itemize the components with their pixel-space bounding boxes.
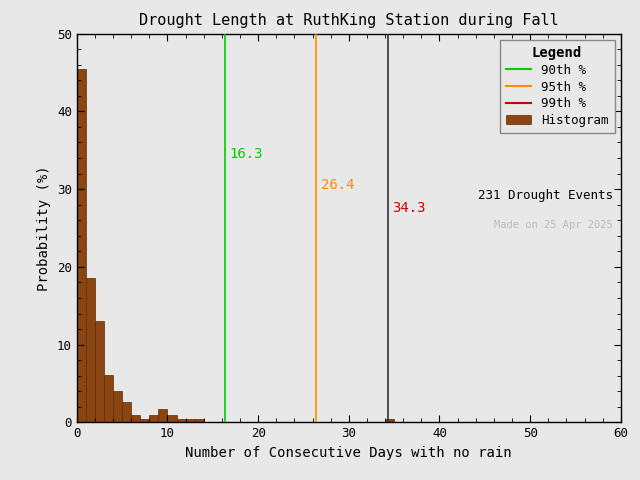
Bar: [177, 420, 186, 422]
Bar: [122, 402, 131, 422]
Legend: 90th %, 95th %, 99th %, Histogram: 90th %, 95th %, 99th %, Histogram: [500, 40, 614, 133]
Bar: [186, 420, 195, 422]
Bar: [385, 420, 394, 422]
Bar: [86, 278, 95, 422]
Bar: [113, 391, 122, 422]
Bar: [195, 420, 204, 422]
Bar: [140, 420, 149, 422]
Title: Drought Length at RuthKing Station during Fall: Drought Length at RuthKing Station durin…: [139, 13, 559, 28]
Bar: [95, 321, 104, 422]
Bar: [149, 415, 158, 422]
Bar: [104, 375, 113, 422]
Bar: [158, 409, 168, 422]
Bar: [131, 415, 140, 422]
Text: 34.3: 34.3: [392, 202, 426, 216]
Bar: [77, 69, 86, 422]
Text: 26.4: 26.4: [321, 178, 354, 192]
Text: Made on 25 Apr 2025: Made on 25 Apr 2025: [494, 220, 612, 230]
Text: 231 Drought Events: 231 Drought Events: [477, 189, 612, 202]
Text: 16.3: 16.3: [229, 147, 262, 161]
Bar: [168, 415, 177, 422]
X-axis label: Number of Consecutive Days with no rain: Number of Consecutive Days with no rain: [186, 446, 512, 460]
Y-axis label: Probability (%): Probability (%): [37, 165, 51, 291]
